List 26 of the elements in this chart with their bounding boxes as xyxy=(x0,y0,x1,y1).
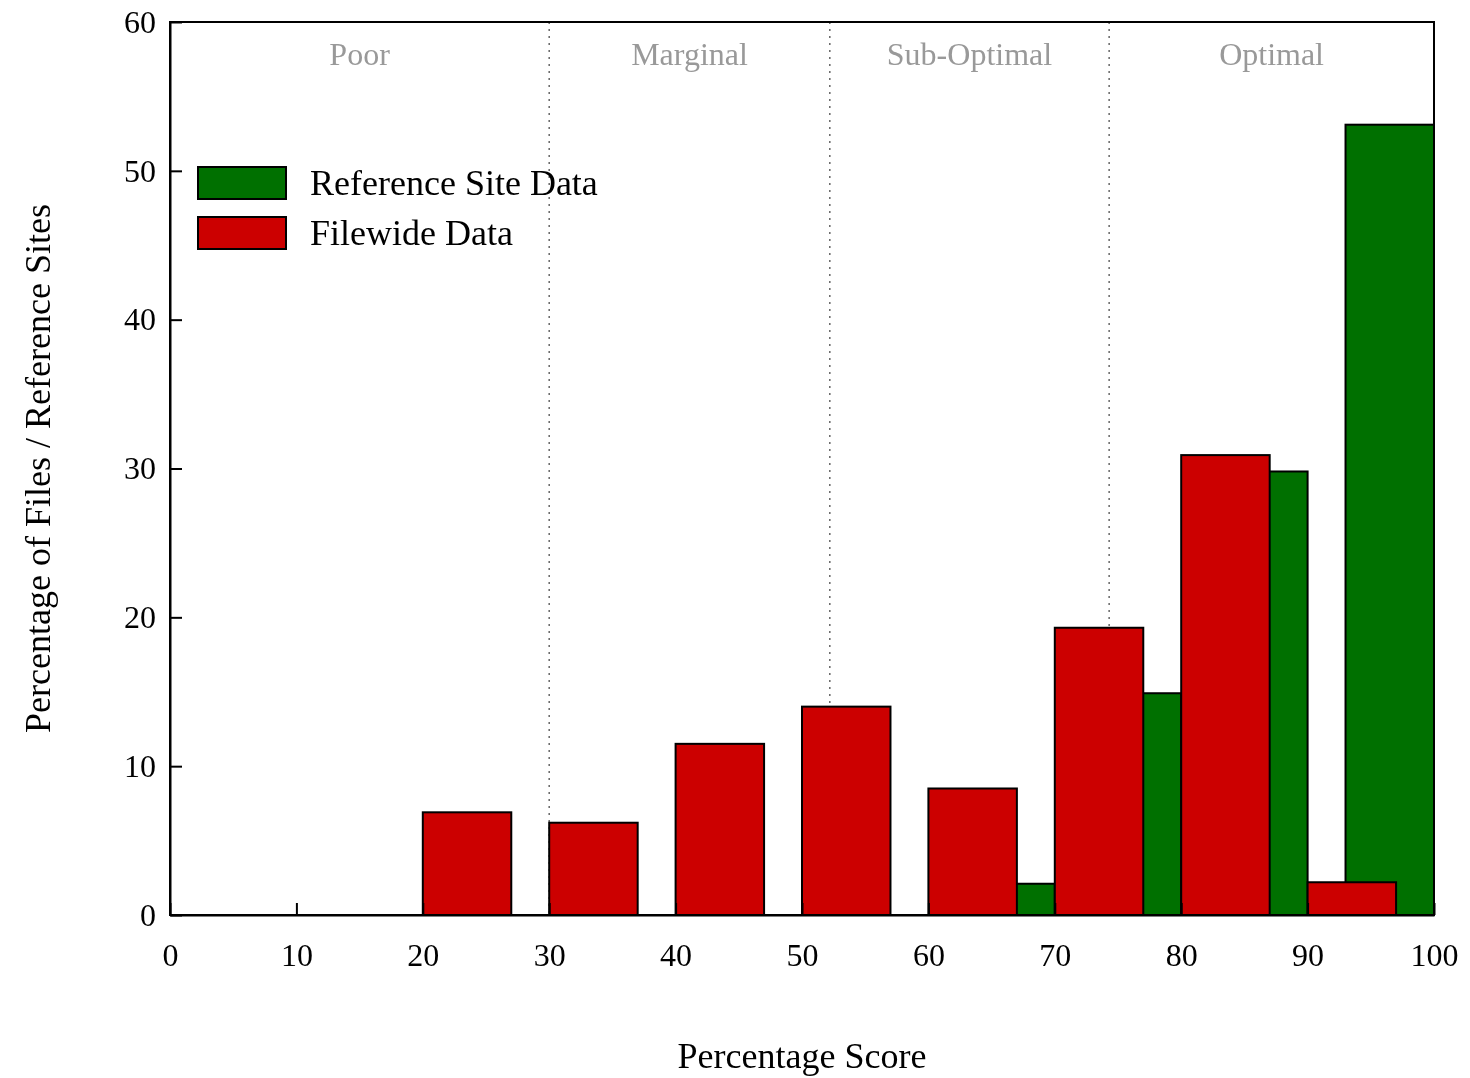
legend-label: Reference Site Data xyxy=(310,163,598,203)
y-tick-label: 40 xyxy=(124,301,156,338)
x-tick-label: 70 xyxy=(1039,936,1072,973)
x-tick-label: 50 xyxy=(786,936,819,973)
y-tick-label: 60 xyxy=(124,3,156,40)
x-tick-label: 80 xyxy=(1165,936,1198,973)
x-tick-label: 30 xyxy=(533,936,566,973)
y-tick-label: 20 xyxy=(124,599,156,636)
annotation: Sub-Optimal xyxy=(886,36,1053,73)
y-tick-label: 0 xyxy=(140,896,156,933)
x-tick-label: 60 xyxy=(912,936,945,973)
x-tick-label: 90 xyxy=(1292,936,1325,973)
annotation: Optimal xyxy=(1219,36,1325,73)
y-tick-label: 30 xyxy=(124,450,156,487)
x-tick-label: 20 xyxy=(407,936,440,973)
annotation: Poor xyxy=(329,36,391,73)
legend-label: Filewide Data xyxy=(310,213,513,253)
x-tick-label: 40 xyxy=(660,936,693,973)
x-tick-label: 10 xyxy=(280,936,313,973)
x-axis-title: Percentage Score xyxy=(677,1036,927,1076)
y-tick-label: 10 xyxy=(124,747,156,784)
x-tick-label: 100 xyxy=(1410,936,1459,973)
x-tick-label: 0 xyxy=(162,936,179,973)
annotation: Marginal xyxy=(631,36,748,73)
y-tick-label: 50 xyxy=(124,152,156,189)
y-axis-title: Percentage of Files / Reference Sites xyxy=(18,204,58,733)
